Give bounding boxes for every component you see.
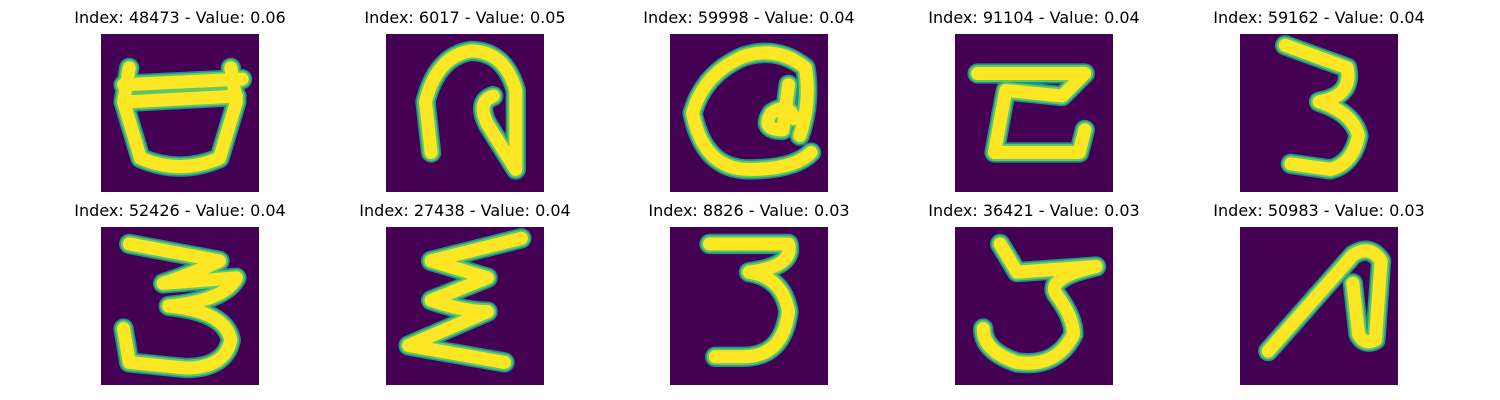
glyph-d-icon xyxy=(955,34,1113,192)
image-panel-1: Index: 48473 - Value: 0.06 xyxy=(60,0,300,192)
image-panel-5: Index: 59162 - Value: 0.04 xyxy=(1199,0,1439,192)
image-panel-3: Index: 59998 - Value: 0.04 xyxy=(629,0,869,192)
glyph-h-icon xyxy=(670,227,828,385)
panel-title: Index: 52426 - Value: 0.04 xyxy=(74,201,286,220)
image-panel-6: Index: 52426 - Value: 0.04 xyxy=(60,193,300,385)
panel-title: Index: 8826 - Value: 0.03 xyxy=(648,201,850,220)
panel-title: Index: 91104 - Value: 0.04 xyxy=(928,8,1140,27)
glyph-stroke xyxy=(971,67,1092,159)
glyph-j-icon xyxy=(1240,227,1398,385)
image-panel-2: Index: 6017 - Value: 0.05 xyxy=(345,0,585,192)
glyph-stroke xyxy=(1278,38,1365,176)
glyph-stroke xyxy=(1261,244,1388,358)
image-panel-9: Index: 36421 - Value: 0.03 xyxy=(914,193,1154,385)
glyph-stroke xyxy=(419,44,523,176)
glyph-stroke xyxy=(703,237,796,364)
panel-title: Index: 59998 - Value: 0.04 xyxy=(643,8,855,27)
panel-title: Index: 27438 - Value: 0.04 xyxy=(359,201,571,220)
glyph-e-icon xyxy=(1240,34,1398,192)
panel-title: Index: 36421 - Value: 0.03 xyxy=(928,201,1140,220)
panel-title: Index: 59162 - Value: 0.04 xyxy=(1213,8,1425,27)
glyph-stroke xyxy=(117,237,243,375)
glyph-stroke xyxy=(686,46,818,176)
glyph-c-icon xyxy=(670,34,828,192)
glyph-f-icon xyxy=(101,227,259,385)
image-panel-10: Index: 50983 - Value: 0.03 xyxy=(1199,193,1439,385)
image-panel-8: Index: 8826 - Value: 0.03 xyxy=(629,193,869,385)
glyph-stroke xyxy=(976,237,1103,370)
image-panel-7: Index: 27438 - Value: 0.04 xyxy=(345,193,585,385)
glyph-stroke xyxy=(402,231,528,369)
glyph-stroke xyxy=(117,61,249,174)
panel-title: Index: 6017 - Value: 0.05 xyxy=(364,8,566,27)
panel-title: Index: 48473 - Value: 0.06 xyxy=(74,8,286,27)
panel-title: Index: 50983 - Value: 0.03 xyxy=(1213,201,1425,220)
glyph-b-icon xyxy=(386,34,544,192)
glyph-a-icon xyxy=(101,34,259,192)
glyph-i-icon xyxy=(955,227,1113,385)
glyph-g-icon xyxy=(386,227,544,385)
image-panel-4: Index: 91104 - Value: 0.04 xyxy=(914,0,1154,192)
